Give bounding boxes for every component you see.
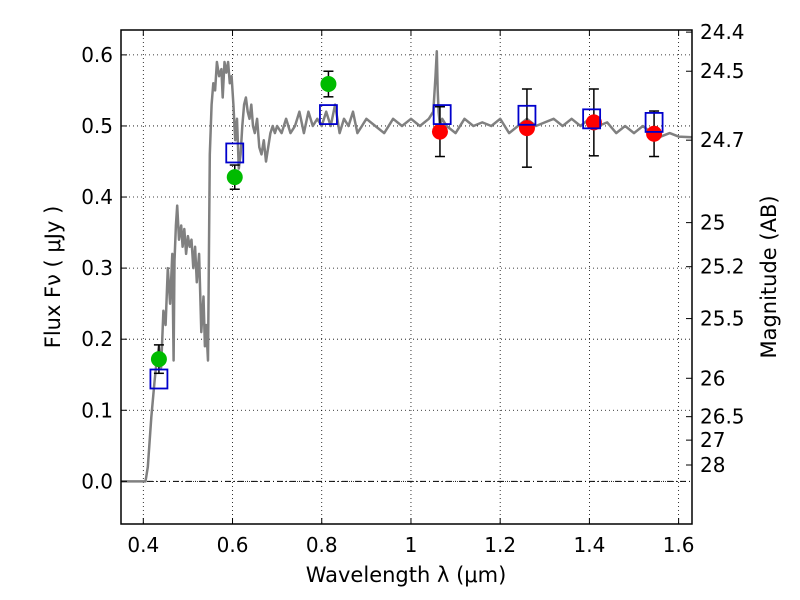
x-tick-label: 0.4 xyxy=(127,533,159,557)
x-axis-label: Wavelength λ (μm) xyxy=(306,563,507,587)
x-tick-label: 1 xyxy=(405,533,418,557)
data-point xyxy=(431,123,448,140)
ticks: 0.4 0.6 0.8 1 1.2 1.4 1.6 0.0 0.1 0.2 0.3 0.4 0.5 0.6… xyxy=(81,20,744,557)
right-tick-label: 24.5 xyxy=(700,59,745,83)
plot-frame xyxy=(120,29,693,525)
y-tick-label: 0.3 xyxy=(81,256,113,280)
model-photometry-square xyxy=(432,104,452,125)
right-tick-label: 25.2 xyxy=(700,255,745,279)
right-tick-label: 26 xyxy=(700,366,725,390)
right-axis-label: Magnitude (AB) xyxy=(757,195,781,358)
right-tick-label: 24.4 xyxy=(700,20,745,44)
data-point xyxy=(518,120,535,137)
x-tick-label: 0.6 xyxy=(217,533,249,557)
y-tick-label: 0.4 xyxy=(81,185,113,209)
plot-series xyxy=(121,50,693,483)
model-photometry-square xyxy=(644,112,664,133)
data-point xyxy=(226,169,243,186)
data-point xyxy=(320,76,337,93)
x-tick-label: 1.2 xyxy=(484,533,516,557)
y-tick-label: 0.2 xyxy=(81,327,113,351)
right-tick-label: 28 xyxy=(700,453,725,477)
model-photometry-square xyxy=(149,368,169,390)
model-photometry-square xyxy=(319,104,338,125)
y-tick-label: 0.6 xyxy=(81,43,113,67)
y-axis-label: Flux Fν ( μJy ) xyxy=(41,206,65,349)
right-tick-label: 24.7 xyxy=(700,128,745,152)
model-spectrum-line xyxy=(121,50,693,483)
data-point xyxy=(585,114,602,131)
x-tick-label: 0.8 xyxy=(306,533,338,557)
y-tick-label: 0.5 xyxy=(81,114,113,138)
model-photometry-square xyxy=(225,142,245,164)
data-point xyxy=(646,125,663,142)
y-tick-label: 0.1 xyxy=(81,398,113,422)
right-tick-label: 26.5 xyxy=(700,405,745,429)
model-photometry-square xyxy=(582,108,602,130)
data-point xyxy=(150,351,167,368)
right-tick-label: 27 xyxy=(700,428,725,452)
x-tick-label: 1.4 xyxy=(573,533,605,557)
y-tick-label: 0.0 xyxy=(81,469,113,493)
right-tick-label: 25.5 xyxy=(700,307,745,331)
model-photometry-square xyxy=(517,104,537,126)
right-tick-label: 25 xyxy=(700,211,725,235)
x-tick-label: 1.6 xyxy=(663,533,695,557)
